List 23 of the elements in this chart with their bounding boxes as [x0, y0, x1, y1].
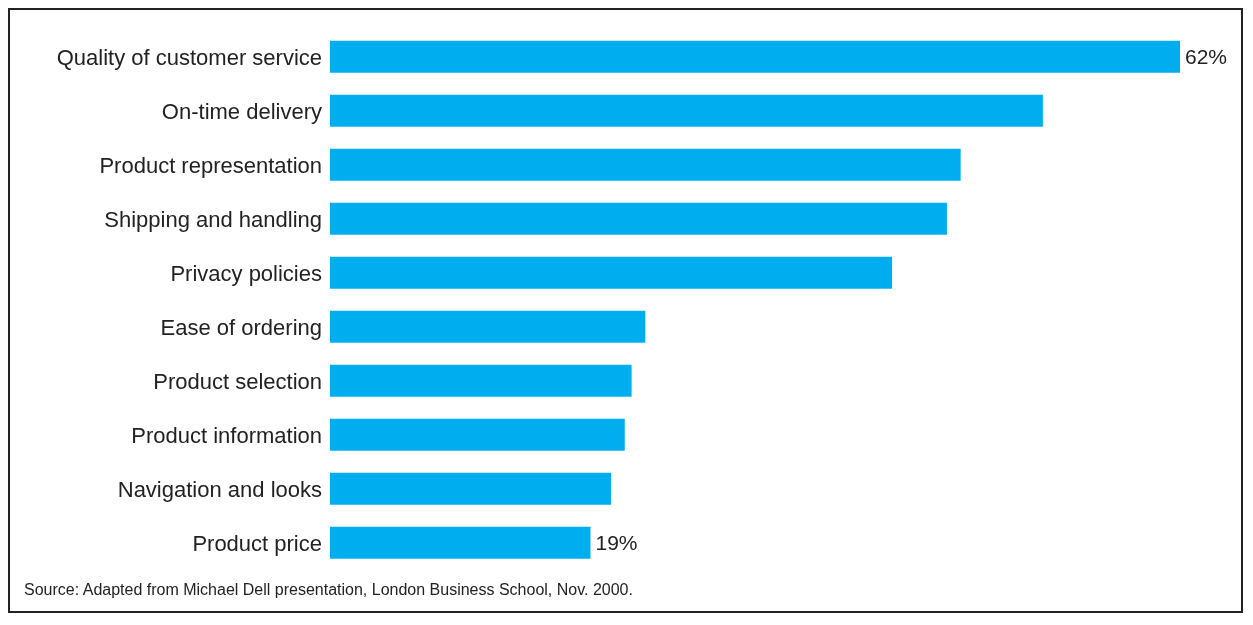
bar: [330, 472, 612, 505]
y-tick-label: On-time delivery: [161, 98, 322, 124]
bar: [330, 526, 591, 559]
bar: [330, 364, 632, 397]
y-tick-label: Privacy policies: [170, 260, 322, 286]
bar: [330, 418, 625, 451]
source-note: Source: Adapted from Michael Dell presentation, London Business School, Nov. 2000.: [24, 581, 633, 599]
bar: [330, 148, 961, 181]
y-tick-label: Product price: [192, 530, 322, 556]
bar: [330, 94, 1043, 127]
bar: [330, 40, 1180, 73]
y-tick-label: Product representation: [99, 152, 322, 178]
bar: [330, 310, 646, 343]
y-tick-label: Quality of customer service: [56, 44, 322, 70]
data-label: 62%: [1185, 45, 1228, 69]
bar: [330, 256, 893, 289]
y-tick-label: Ease of ordering: [160, 314, 322, 340]
y-tick-label: Product information: [131, 422, 322, 448]
y-tick-label: Navigation and looks: [117, 476, 322, 502]
data-label: 19%: [595, 531, 638, 555]
y-tick-label: Product selection: [153, 368, 322, 394]
y-tick-label: Shipping and handling: [104, 206, 322, 232]
bar: [330, 202, 947, 235]
